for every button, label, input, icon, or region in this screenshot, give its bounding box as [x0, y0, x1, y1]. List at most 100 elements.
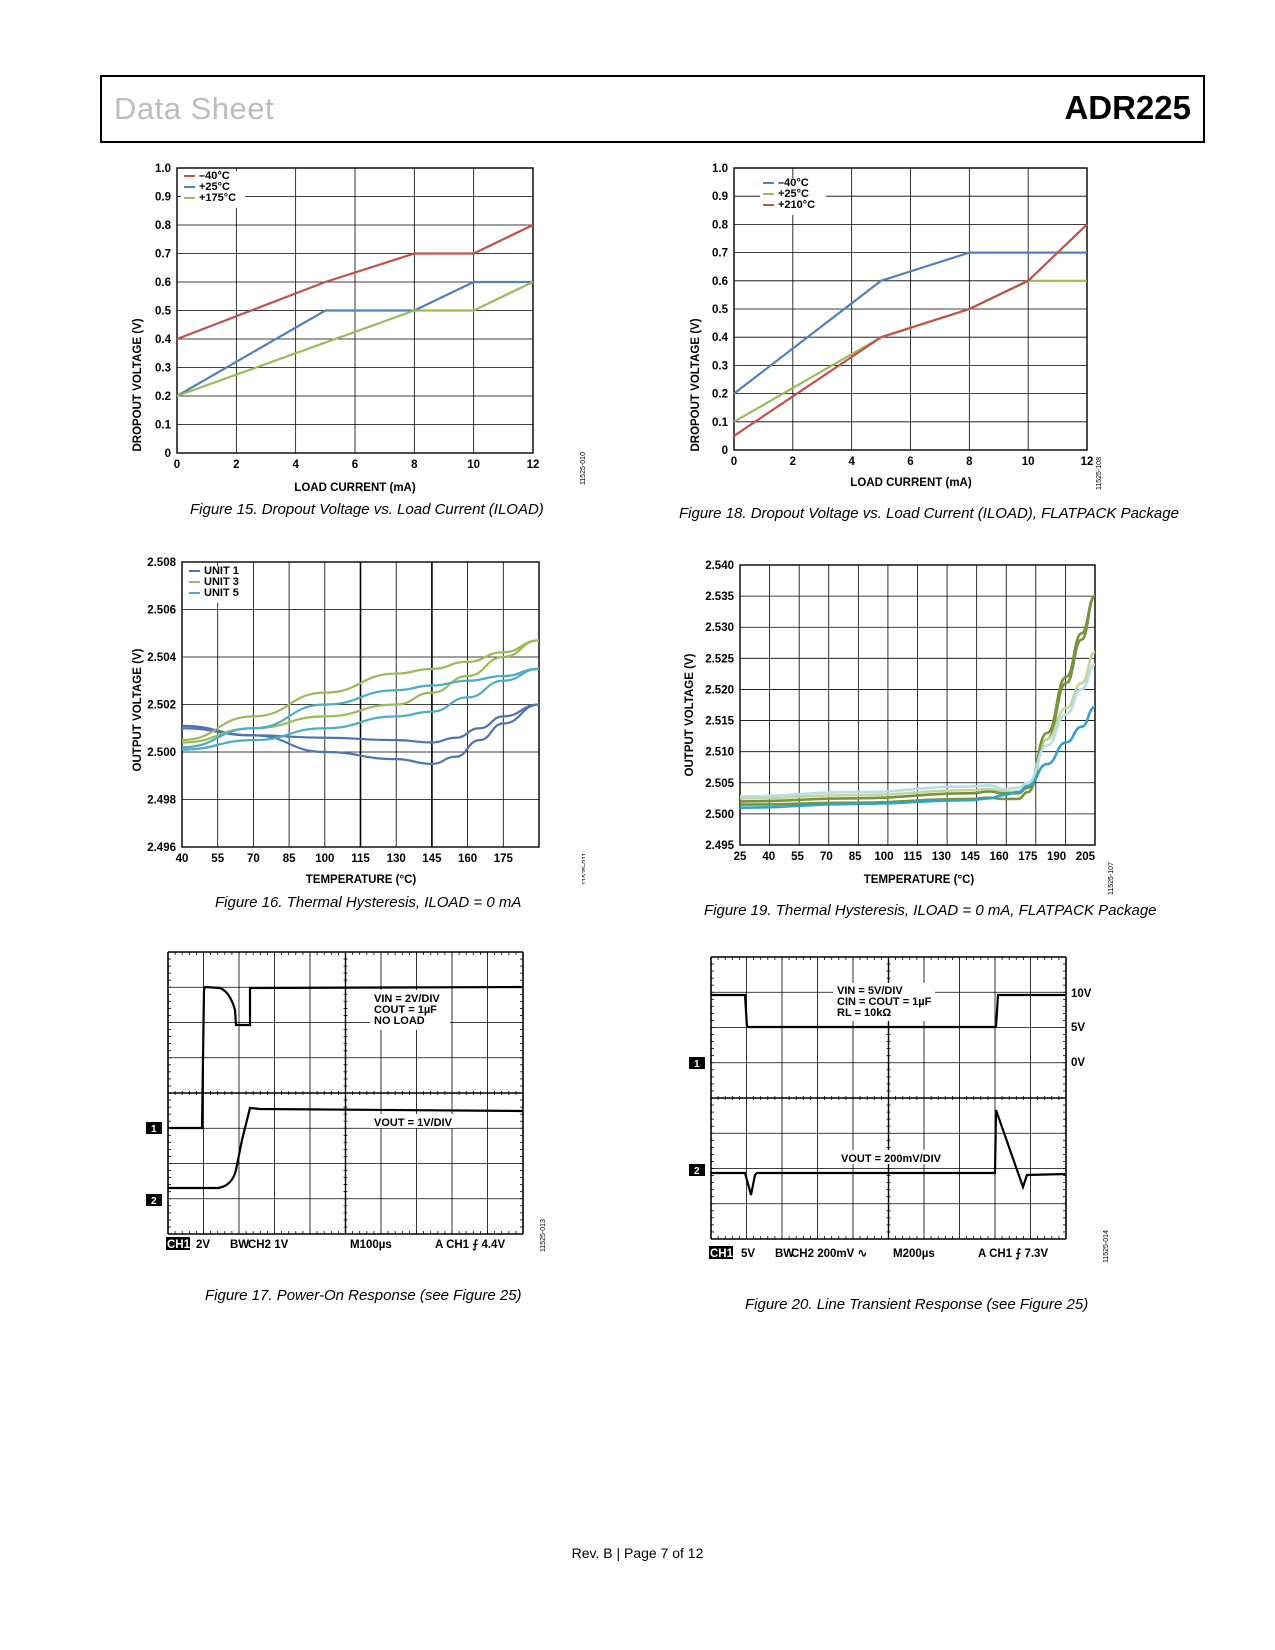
figure-id: 11525-107 — [1108, 862, 1115, 895]
header-doc-type: Data Sheet — [114, 91, 275, 126]
figure-18-caption: Figure 18. Dropout Voltage vs. Load Curr… — [679, 505, 1179, 522]
series-line-6 — [181, 667, 540, 751]
y-tick-label: 1.0 — [155, 163, 171, 175]
y-axis-label: OUTPUT VOLTAGE (V) — [684, 653, 696, 776]
figure-20-scope: VIN = 5V/DIV CIN = COUT = 1µF RL = 10kΩ … — [689, 956, 1110, 1263]
x-tick-label: 85 — [283, 853, 296, 865]
series-line-5 — [739, 663, 1096, 798]
x-tick-label: 130 — [387, 853, 406, 865]
y-tick-label: 2.515 — [705, 716, 734, 728]
y-tick-label: 2.500 — [705, 809, 734, 821]
y-tick-label: 2.498 — [147, 795, 176, 807]
x-tick-label: 55 — [211, 853, 224, 865]
y-tick-label: 2.520 — [705, 684, 734, 696]
y-tick-label: 0.3 — [155, 363, 171, 375]
y-tick-label: 0.6 — [712, 276, 728, 288]
x-tick-label: 6 — [352, 459, 358, 471]
y-tick-label: 0.8 — [155, 220, 172, 232]
svg-text:BW: BW — [230, 1239, 249, 1251]
page-header: Data Sheet ADR225 — [100, 75, 1205, 143]
y-tick-label: 0.6 — [155, 277, 171, 289]
annotation-vout: VOUT = 1V/DIV — [374, 1117, 453, 1129]
figure-id: 11525-108 — [1096, 457, 1103, 490]
ch1-trace — [711, 993, 1065, 1029]
plot-frame — [739, 564, 1096, 846]
annotation-load: NO LOAD — [374, 1015, 425, 1027]
x-tick-label: 175 — [1018, 851, 1038, 863]
y-tick-label: 0.3 — [712, 360, 728, 372]
scale-5v: 5V — [1071, 1022, 1085, 1034]
figure-19-caption: Figure 19. Thermal Hysteresis, ILOAD = 0… — [704, 902, 1157, 919]
y-tick-label: 0.9 — [155, 192, 171, 204]
ch1-marker — [146, 1122, 162, 1134]
svg-text:CH2 1V: CH2 1V — [248, 1239, 289, 1251]
x-tick-label: 205 — [1076, 851, 1096, 863]
series-line-3 — [176, 281, 534, 398]
y-tick-label: 0.2 — [712, 389, 728, 401]
x-tick-label: 100 — [874, 851, 893, 863]
y-tick-label: 0.7 — [155, 249, 171, 261]
legend-label: +175°C — [199, 192, 236, 204]
svg-text:M100µs: M100µs — [350, 1239, 392, 1251]
x-tick-label: 10 — [467, 459, 480, 471]
x-tick-label: 100 — [315, 853, 334, 865]
x-tick-label: 130 — [932, 851, 951, 863]
series-line-3 — [181, 639, 540, 742]
series-line-4 — [739, 705, 1096, 809]
x-tick-label: 85 — [849, 851, 862, 863]
x-tick-label: 2 — [790, 456, 796, 468]
annotation-rl: RL = 10kΩ — [837, 1007, 891, 1019]
figure-16-chart: OUTPUT VOLTAGE (V) TEMPERATURE (°C) 1152… — [132, 557, 585, 886]
header-part-number: ADR225 — [1064, 89, 1191, 126]
ch1-marker — [689, 1057, 705, 1069]
y-tick-label: 2.530 — [705, 622, 734, 634]
x-tick-label: 25 — [734, 851, 747, 863]
ch2-marker — [689, 1164, 705, 1176]
y-tick-label: 2.502 — [147, 700, 176, 712]
legend-box — [760, 178, 826, 215]
legend-box — [181, 171, 245, 208]
y-tick-label: 0.5 — [155, 306, 172, 318]
annotation-vin: VIN = 5V/DIV — [837, 985, 903, 997]
svg-text:2: 2 — [151, 1196, 157, 1207]
svg-text:2: 2 — [694, 1166, 700, 1177]
svg-text:CH1: CH1 — [710, 1248, 734, 1260]
x-tick-label: 190 — [1047, 851, 1066, 863]
y-axis-label: OUTPUT VOLTAGE (V) — [132, 648, 144, 771]
figure-20-caption: Figure 20. Line Transient Response (see … — [745, 1296, 1089, 1313]
x-tick-label: 115 — [903, 851, 922, 863]
x-tick-label: 175 — [494, 853, 514, 865]
y-tick-label: 0.5 — [712, 304, 729, 316]
figure-16-caption: Figure 16. Thermal Hysteresis, ILOAD = 0… — [215, 894, 522, 911]
y-tick-label: 0.9 — [712, 191, 728, 203]
ch1-trace — [168, 985, 524, 1130]
figure-15-caption: Figure 15. Dropout Voltage vs. Load Curr… — [190, 501, 544, 518]
legend-label: UNIT 1 — [204, 565, 239, 577]
legend-label: –40°C — [778, 177, 809, 189]
y-tick-label: 2.535 — [705, 591, 734, 603]
x-tick-label: 12 — [1081, 456, 1094, 468]
svg-text:A CH1 ⨍ 7.3V: A CH1 ⨍ 7.3V — [978, 1247, 1048, 1260]
svg-text:CH2 200mV ∿: CH2 200mV ∿ — [791, 1248, 867, 1260]
legend-label: UNIT 3 — [204, 576, 239, 588]
page-footer: Rev. B | Page 7 of 12 — [571, 1545, 704, 1561]
y-tick-label: 1.0 — [712, 163, 728, 175]
x-tick-label: 10 — [1022, 456, 1035, 468]
y-tick-label: 0.4 — [712, 332, 729, 344]
x-tick-label: 8 — [966, 456, 973, 468]
scope-grid — [167, 951, 524, 1235]
x-tick-label: 6 — [907, 456, 913, 468]
x-axis-label: TEMPERATURE (°C) — [864, 874, 975, 886]
series-line-5 — [181, 667, 540, 749]
x-axis-label: LOAD CURRENT (mA) — [850, 477, 972, 489]
svg-text:CH1: CH1 — [167, 1239, 191, 1251]
y-tick-label: 0.1 — [712, 417, 729, 429]
y-tick-label: 2.525 — [705, 653, 734, 665]
x-tick-label: 145 — [961, 851, 981, 863]
x-axis-label: TEMPERATURE (°C) — [306, 874, 417, 886]
figure-17-scope: VIN = 2V/DIV COUT = 1µF NO LOAD VOUT = 1… — [146, 951, 547, 1252]
series-line-1 — [181, 703, 540, 744]
x-tick-label: 40 — [176, 853, 189, 865]
svg-text:A CH1 ⨍ 4.4V: A CH1 ⨍ 4.4V — [435, 1238, 505, 1251]
svg-text:11525-013: 11525-013 — [540, 1219, 547, 1252]
